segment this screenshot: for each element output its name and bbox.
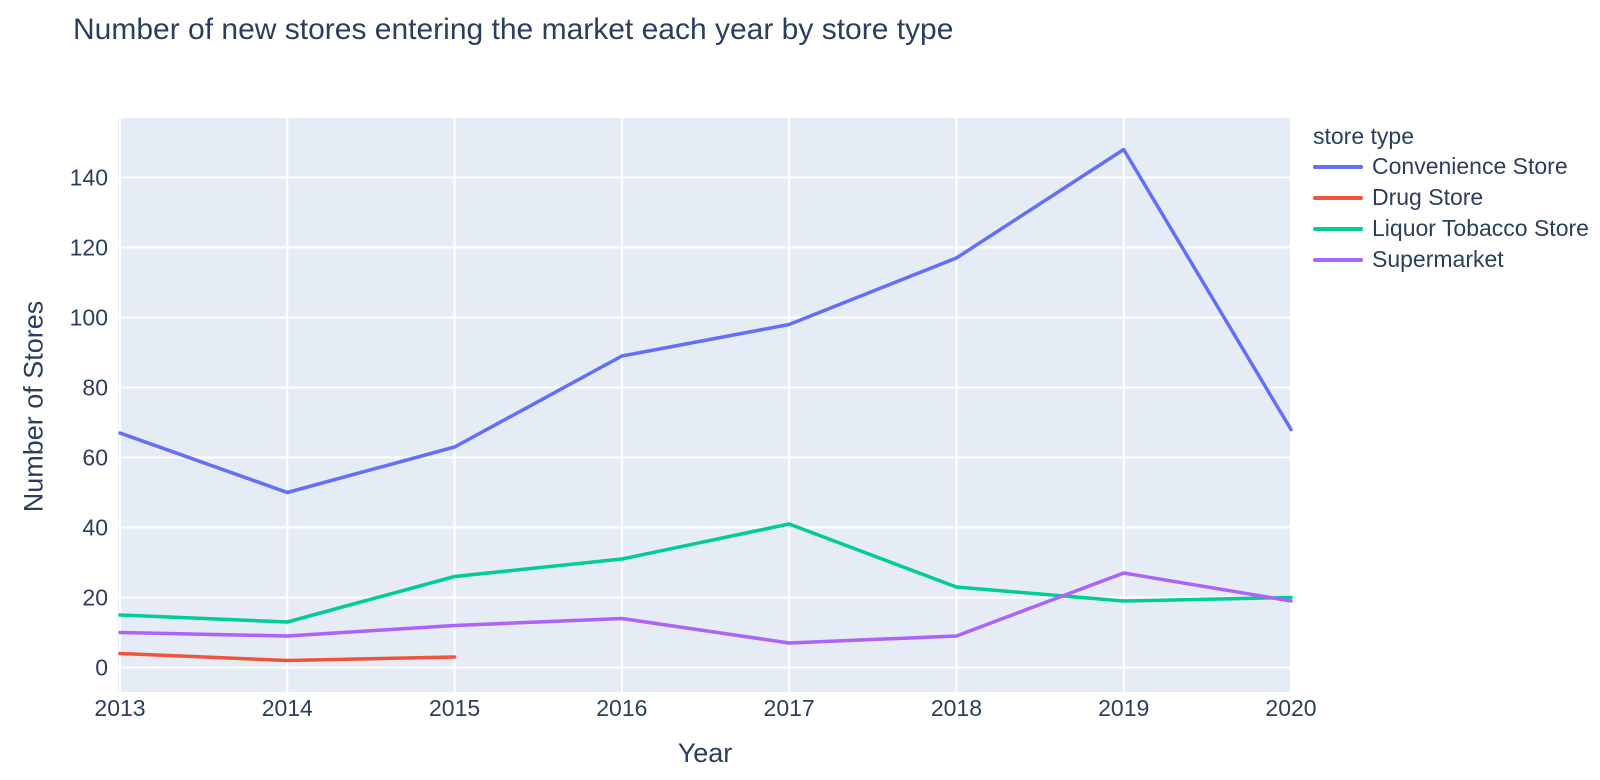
y-tick-label-120: 120 [70,235,108,261]
series-line-liquor-tobacco-store[interactable] [118,522,1293,624]
x-tick-label-2017: 2017 [764,695,815,721]
legend-item-supermarket[interactable]: Supermarket [1313,244,1589,275]
legend-item-label: Convenience Store [1372,153,1568,179]
y-axis-title: Number of Stores [18,300,49,513]
legend-swatch-liquor-tobacco-store [1313,226,1363,231]
x-axis-title: Year [677,738,733,768]
series-line-drug-store[interactable] [118,651,457,663]
legend-swatch-supermarket [1313,257,1363,262]
legend: store type Convenience Store Drug Store Li… [1313,121,1589,275]
y-tick-label-0: 0 [95,655,108,681]
series-line-convenience-store[interactable] [118,147,1293,495]
legend-title: store type [1313,123,1414,149]
x-tick-label-2018: 2018 [931,695,982,721]
x-tick-label-2020: 2020 [1265,695,1316,721]
x-tick-label-2015: 2015 [429,695,480,721]
x-tick-label-2016: 2016 [596,695,647,721]
series-line-supermarket[interactable] [118,571,1293,645]
y-tick-label-40: 40 [82,515,108,541]
legend-swatch-convenience-store [1313,164,1363,169]
y-tick-label-20: 20 [82,585,108,611]
y-tick-label-140: 140 [70,165,108,191]
y-tick-label-100: 100 [70,305,108,331]
legend-item-label: Drug Store [1372,184,1484,210]
legend-swatch-drug-store [1313,195,1363,200]
legend-item-convenience-store[interactable]: Convenience Store [1313,151,1589,182]
x-tick-label-2019: 2019 [1098,695,1149,721]
chart-title: Number of new stores entering the market… [73,13,954,46]
legend-item-label: Liquor Tobacco Store [1372,215,1589,241]
legend-item-label: Supermarket [1372,246,1504,272]
y-tick-label-60: 60 [82,445,108,471]
x-tick-label-2014: 2014 [262,695,313,721]
legend-item-drug-store[interactable]: Drug Store [1313,182,1589,213]
legend-items: Convenience Store Drug Store Liquor Tobacc… [1313,151,1589,275]
y-tick-label-80: 80 [82,375,108,401]
legend-item-liquor-tobacco-store[interactable]: Liquor Tobacco Store [1313,213,1589,244]
x-tick-label-2013: 2013 [94,695,145,721]
plot-background[interactable] [118,118,1292,692]
